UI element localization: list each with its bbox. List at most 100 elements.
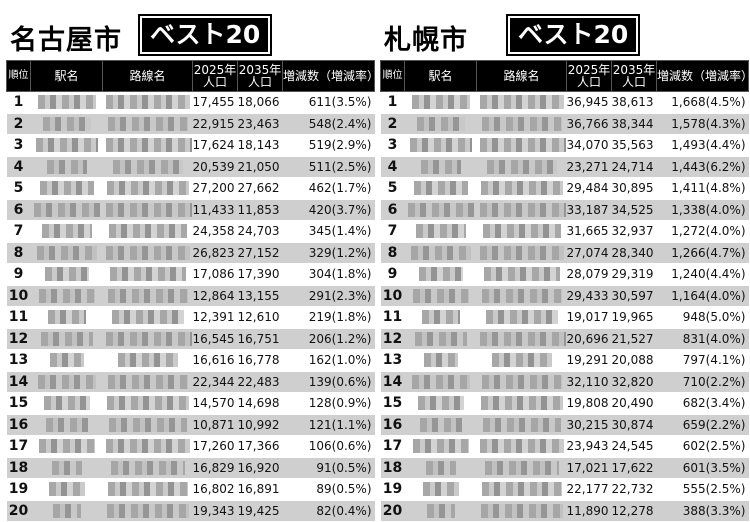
table-row: 7 31,665 32,937 1,272(4.0%) — [380, 220, 749, 243]
table-row: 17 17,260 17,366 106(0.6%) — [6, 435, 375, 458]
pop-2035-cell: 12,610 — [237, 306, 283, 329]
station-name-redacted — [404, 456, 477, 479]
change-cell: 139(0.6%) — [282, 370, 375, 393]
line-name-redacted — [102, 306, 193, 329]
station-name-redacted — [30, 134, 103, 157]
pop-2025-cell: 23,271 — [566, 155, 612, 178]
rank-cell: 7 — [6, 220, 31, 243]
station-name-redacted — [404, 241, 477, 264]
change-cell: 1,266(4.7%) — [656, 241, 749, 264]
change-cell: 91(0.5%) — [282, 456, 375, 479]
station-name-redacted — [30, 327, 103, 350]
pop-2025-cell: 36,766 — [566, 112, 612, 135]
station-name-redacted — [404, 112, 477, 135]
rank-cell: 3 — [380, 134, 405, 157]
pop-2025-cell: 16,829 — [192, 456, 238, 479]
pop-2035-cell: 27,662 — [237, 177, 283, 200]
pop-2035-cell: 21,527 — [611, 327, 657, 350]
table-row: 8 27,074 28,340 1,266(4.7%) — [380, 241, 749, 264]
change-cell: 162(1.0%) — [282, 349, 375, 372]
line-name-redacted — [102, 456, 193, 479]
nagoya-title-bar: 名古屋市 ベスト20 — [6, 0, 374, 60]
change-cell: 291(2.3%) — [282, 284, 375, 307]
line-name-redacted — [102, 327, 193, 350]
pop-2025-cell: 17,086 — [192, 263, 238, 286]
station-name-redacted — [404, 327, 477, 350]
pop-2035-cell: 28,340 — [611, 241, 657, 264]
table-row: 19 22,177 22,732 555(2.5%) — [380, 478, 749, 501]
change-cell: 329(1.2%) — [282, 241, 375, 264]
nagoya-best-badge: ベスト20 — [138, 14, 273, 56]
header-rank: 順位 — [380, 60, 405, 92]
rank-cell: 17 — [6, 435, 31, 458]
header-line: 路線名 — [102, 60, 193, 92]
pop-2025-cell: 30,215 — [566, 413, 612, 436]
pop-2035-cell: 14,698 — [237, 392, 283, 415]
pop-2035-cell: 17,390 — [237, 263, 283, 286]
change-cell: 388(3.3%) — [656, 499, 749, 522]
pop-2035-cell: 17,366 — [237, 435, 283, 458]
station-name-redacted — [30, 284, 103, 307]
table-row: 11 19,017 19,965 948(5.0%) — [380, 306, 749, 329]
line-name-redacted — [476, 435, 567, 458]
pop-2025-cell: 36,945 — [566, 91, 612, 114]
pop-2035-cell: 16,751 — [237, 327, 283, 350]
pop-2035-cell: 22,483 — [237, 370, 283, 393]
table-row: 19 16,802 16,891 89(0.5%) — [6, 478, 375, 501]
station-name-redacted — [30, 392, 103, 415]
pop-2035-cell: 24,545 — [611, 435, 657, 458]
rank-cell: 19 — [380, 478, 405, 501]
rank-cell: 9 — [380, 263, 405, 286]
station-name-redacted — [404, 155, 477, 178]
line-name-redacted — [476, 241, 567, 264]
line-name-redacted — [102, 241, 193, 264]
rank-cell: 11 — [380, 306, 405, 329]
table-row: 7 24,358 24,703 345(1.4%) — [6, 220, 375, 243]
pop-2035-cell: 18,143 — [237, 134, 283, 157]
change-cell: 1,411(4.8%) — [656, 177, 749, 200]
header-change: 増減数（増減率） — [282, 60, 379, 92]
line-name-redacted — [476, 91, 567, 114]
rank-cell: 8 — [380, 241, 405, 264]
rank-cell: 7 — [380, 220, 405, 243]
table-row: 10 29,433 30,597 1,164(4.0%) — [380, 284, 749, 307]
pop-2025-cell: 16,802 — [192, 478, 238, 501]
rank-cell: 15 — [380, 392, 405, 415]
pop-2025-cell: 20,539 — [192, 155, 238, 178]
table-row: 18 16,829 16,920 91(0.5%) — [6, 456, 375, 479]
table-header-row: 順位 駅名 路線名 2025年人口 2035年人口 増減数（増減率） — [380, 60, 750, 92]
pop-2025-cell: 17,260 — [192, 435, 238, 458]
line-name-redacted — [476, 499, 567, 522]
pop-2025-cell: 19,291 — [566, 349, 612, 372]
line-name-redacted — [102, 220, 193, 243]
rank-cell: 5 — [6, 177, 31, 200]
pop-2025-cell: 26,823 — [192, 241, 238, 264]
header-change: 増減数（増減率） — [656, 60, 750, 92]
pop-2035-cell: 18,066 — [237, 91, 283, 114]
line-name-redacted — [102, 478, 193, 501]
pop-2025-cell: 22,177 — [566, 478, 612, 501]
line-name-redacted — [102, 370, 193, 393]
pop-2025-cell: 34,070 — [566, 134, 612, 157]
table-row: 10 12,864 13,155 291(2.3%) — [6, 284, 375, 307]
sapporo-city-title: 札幌市 — [384, 25, 468, 56]
station-name-redacted — [404, 134, 477, 157]
station-name-redacted — [404, 392, 477, 415]
change-cell: 121(1.1%) — [282, 413, 375, 436]
line-name-redacted — [102, 91, 193, 114]
table-row: 1 17,455 18,066 611(3.5%) — [6, 91, 375, 114]
change-cell: 1,578(4.3%) — [656, 112, 749, 135]
sapporo-table-body: 1 36,945 38,613 1,668(4.5%) 2 36,766 38,344 1,5… — [380, 91, 749, 522]
header-pop-2025: 2025年人口 — [566, 60, 612, 92]
station-name-redacted — [30, 241, 103, 264]
change-cell: 659(2.2%) — [656, 413, 749, 436]
pop-2035-cell: 27,152 — [237, 241, 283, 264]
table-row: 20 11,890 12,278 388(3.3%) — [380, 499, 749, 522]
rank-cell: 12 — [6, 327, 31, 350]
change-cell: 602(2.5%) — [656, 435, 749, 458]
change-cell: 831(4.0%) — [656, 327, 749, 350]
line-name-redacted — [476, 478, 567, 501]
change-cell: 345(1.4%) — [282, 220, 375, 243]
pop-2025-cell: 29,484 — [566, 177, 612, 200]
pop-2025-cell: 17,021 — [566, 456, 612, 479]
